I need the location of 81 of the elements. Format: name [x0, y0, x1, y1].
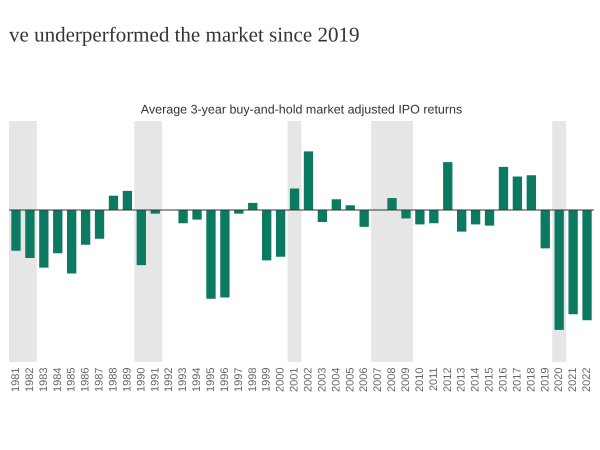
- x-tick-label: 1993: [177, 368, 190, 392]
- x-tick-label: 2006: [358, 368, 370, 392]
- bar: [290, 188, 300, 210]
- x-tick-label: 1999: [260, 368, 273, 392]
- bar: [332, 199, 341, 210]
- x-tick-label: 1984: [52, 368, 64, 392]
- bar: [276, 210, 286, 257]
- bar: [387, 198, 397, 210]
- x-tick-label: 1981: [10, 368, 22, 392]
- x-tick-label: 2001: [288, 368, 301, 392]
- bar: [498, 166, 508, 210]
- x-tick-label: 1991: [149, 368, 162, 392]
- bar: [206, 210, 216, 299]
- bar: [582, 210, 592, 320]
- bar: [53, 210, 62, 254]
- x-tick-label: 2016: [497, 368, 510, 392]
- bar: [318, 210, 328, 222]
- chart-subtitle: Average 3-year buy-and-hold market adjusted IPO returns: [140, 102, 462, 116]
- x-tick-label: 2010: [414, 368, 426, 392]
- bar: [248, 202, 258, 210]
- x-tick-label: 2005: [344, 368, 356, 392]
- bar: [39, 210, 48, 268]
- x-tick-label: 1998: [246, 368, 259, 392]
- x-tick-label: 2007: [372, 368, 384, 392]
- x-tick-label: 2022: [581, 368, 594, 392]
- bar: [568, 210, 578, 314]
- x-tick-label: 1990: [135, 368, 148, 392]
- chart-title: ve underperformed the market since 2019: [9, 22, 360, 46]
- bar: [540, 210, 550, 248]
- x-tick-label: 2018: [525, 368, 538, 392]
- x-tick-label: 2003: [316, 368, 328, 392]
- bar: [192, 210, 202, 220]
- x-tick-label: 2011: [428, 368, 440, 392]
- x-tick-label: 2021: [567, 368, 580, 392]
- x-tick-label: 1988: [107, 368, 120, 392]
- bar: [25, 210, 35, 258]
- x-tick-label: 2002: [302, 368, 314, 392]
- bar: [443, 162, 452, 210]
- x-tick-label: 1996: [218, 368, 231, 392]
- bar: [67, 210, 76, 274]
- bar: [94, 210, 104, 239]
- x-tick-label: 1982: [24, 368, 36, 392]
- bar: [122, 190, 132, 210]
- bar: [178, 210, 188, 224]
- bar: [415, 210, 425, 224]
- bar: [108, 196, 118, 210]
- x-tick-label: 2017: [511, 368, 524, 392]
- bar: [457, 210, 466, 232]
- x-tick-label: 2020: [553, 368, 566, 392]
- x-tick-label: 2000: [274, 368, 287, 392]
- x-tick-label: 1987: [94, 368, 106, 392]
- bar: [136, 210, 146, 266]
- bar: [470, 210, 480, 224]
- bar: [80, 210, 90, 245]
- bar: [554, 210, 564, 330]
- x-tick-label: 1997: [232, 368, 245, 392]
- x-tick-label: 2013: [456, 368, 468, 392]
- x-tick-label: 2004: [330, 368, 342, 392]
- bar: [401, 210, 411, 218]
- x-tick-label: 2009: [400, 368, 412, 392]
- x-tick-label: 1992: [163, 368, 176, 392]
- x-tick-label: 2014: [470, 368, 482, 392]
- bar: [304, 151, 314, 210]
- x-tick-label: 1994: [191, 368, 204, 392]
- x-tick-label: 1985: [66, 368, 78, 392]
- x-tick-label: 2019: [539, 368, 552, 392]
- x-tick-label: 1986: [80, 368, 92, 392]
- bar: [526, 175, 536, 210]
- bar: [262, 210, 272, 260]
- bar: [512, 176, 522, 210]
- x-tick-label: 1995: [204, 368, 217, 392]
- x-tick-label: 1983: [38, 368, 50, 392]
- bar: [220, 210, 230, 298]
- bar: [360, 210, 369, 227]
- x-tick-label: 2012: [442, 368, 454, 392]
- x-tick-label: 2008: [386, 368, 398, 392]
- x-tick-label: 1989: [121, 368, 134, 392]
- x-tick-label: 2015: [484, 368, 496, 392]
- bar: [484, 210, 494, 226]
- bar: [11, 210, 21, 251]
- bar: [429, 210, 438, 224]
